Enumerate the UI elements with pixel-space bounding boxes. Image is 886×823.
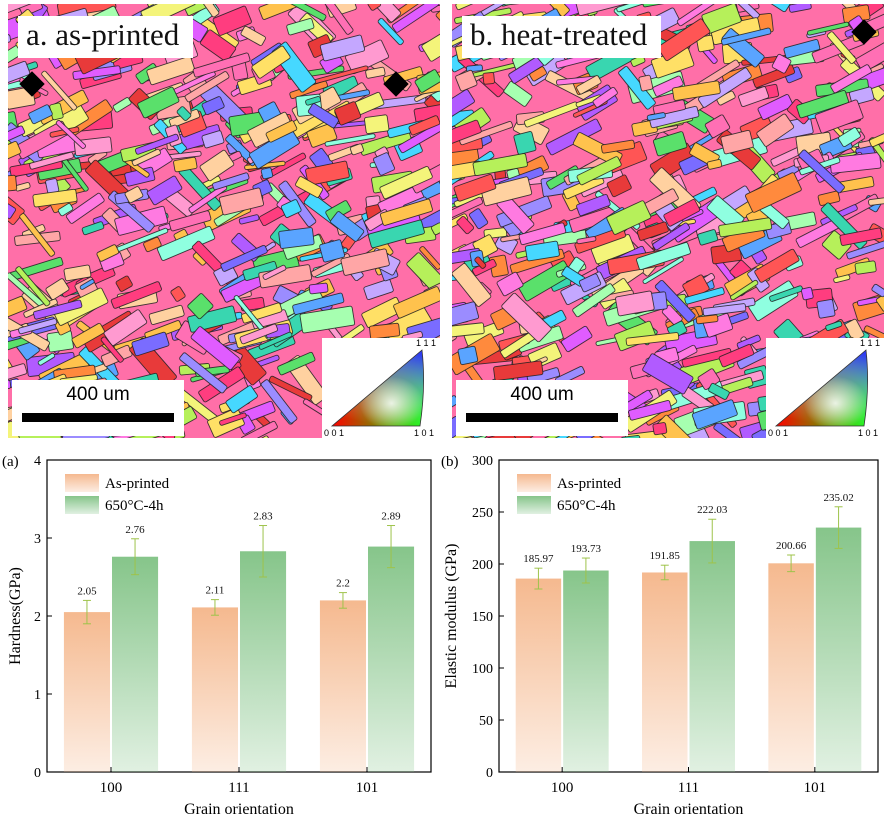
- grain-orientation-map: [8, 4, 440, 438]
- ipf-label-001: 0 0 1: [324, 428, 345, 438]
- y-tick-label: 3: [34, 532, 41, 547]
- map-label: b. heat-treated: [462, 16, 662, 59]
- legend-entry: As-printed: [105, 476, 170, 492]
- map-label: a. as-printed: [18, 16, 194, 59]
- x-tick-label: 111: [228, 780, 249, 796]
- scale-bar-label: 400 um: [66, 384, 130, 405]
- data-label: 222.03: [697, 504, 728, 516]
- ipf-label-101: 1 0 1: [413, 428, 434, 438]
- x-tick-label: 111: [678, 780, 699, 796]
- ipf-triangle-icon: [330, 349, 424, 427]
- x-tick-label: 101: [804, 780, 827, 796]
- scale-bar: 400 um: [12, 380, 184, 436]
- bar: [319, 600, 366, 772]
- y-tick-label: 4: [34, 454, 41, 469]
- ebsd-map-heat-treated: b. heat-treated 400 um 1 1 1 0 0 1 1 0 1: [452, 4, 884, 438]
- panel-label: (b): [441, 454, 459, 470]
- x-tick-label: 101: [356, 780, 379, 796]
- data-label: 2.83: [253, 511, 273, 523]
- ipf-label-111: 1 1 1: [859, 338, 880, 348]
- x-tick-label: 100: [551, 780, 574, 796]
- ipf-color-key: 1 1 1 0 0 1 1 0 1: [322, 338, 440, 438]
- bar: [642, 572, 688, 772]
- scale-bar-line: [22, 413, 174, 422]
- legend-swatch: [517, 496, 551, 514]
- bar: [563, 570, 609, 772]
- ipf-label-101: 1 0 1: [857, 428, 878, 438]
- y-tick-label: 0: [34, 766, 41, 781]
- panel-label: (a): [2, 454, 19, 470]
- ipf-label-111: 1 1 1: [415, 338, 436, 348]
- data-label: 2.2: [336, 578, 350, 590]
- bar: [240, 551, 287, 772]
- y-tick-label: 300: [472, 454, 493, 469]
- scale-bar-label: 400 um: [510, 384, 574, 405]
- data-label: 185.97: [523, 553, 554, 565]
- legend-entry: 650°C-4h: [105, 498, 164, 514]
- data-label: 2.76: [125, 524, 145, 536]
- data-label: 2.05: [77, 585, 97, 597]
- bar: [112, 556, 159, 772]
- ebsd-map-as-printed: a. as-printed 400 um 1 1 1 0 0 1 1 0 1: [8, 4, 440, 438]
- legend-swatch: [65, 474, 99, 492]
- x-tick-label: 100: [100, 780, 123, 796]
- data-label: 235.02: [823, 492, 853, 504]
- legend-entry: 650°C-4h: [557, 498, 616, 514]
- elastic-modulus-chart: (b) 0 50 100 150 200 250 300 100 185.97 193.73 111 1…: [440, 446, 886, 823]
- y-tick-label: 100: [472, 662, 493, 677]
- y-tick-label: 2: [34, 610, 41, 625]
- y-axis-label: Elastic modulus (GPa): [443, 544, 460, 689]
- ipf-label-001: 0 0 1: [768, 428, 789, 438]
- y-tick-label: 150: [472, 610, 493, 625]
- scale-bar: 400 um: [456, 380, 628, 436]
- bar: [815, 527, 862, 772]
- x-axis-label: Grain orientation: [634, 801, 744, 818]
- data-label: 193.73: [571, 543, 602, 555]
- elastic-modulus-bar-chart: (b) 0 50 100 150 200 250 300 100 185.97 193.73 111 1…: [441, 454, 879, 818]
- legend-swatch: [517, 474, 551, 492]
- ipf-triangle-icon: [774, 349, 868, 427]
- y-tick-label: 250: [472, 506, 493, 521]
- bar: [515, 578, 562, 772]
- x-axis-label: Grain orientation: [184, 801, 294, 818]
- bar: [768, 563, 814, 772]
- data-label: 2.11: [206, 585, 225, 597]
- y-axis-label: Hardness(GPa): [7, 567, 24, 665]
- y-tick-label: 200: [472, 558, 493, 573]
- hardness-bar-chart: (a) 0 1 2 3 4 100 2.05 2.76 111 2.11 2.83 101 2.2 2.89…: [2, 454, 432, 818]
- bar: [368, 546, 415, 772]
- y-tick-label: 0: [486, 766, 493, 781]
- bar: [191, 607, 238, 772]
- y-tick-label: 1: [34, 688, 41, 703]
- data-label: 2.89: [381, 511, 401, 523]
- legend-entry: As-printed: [557, 476, 622, 492]
- hardness-chart: (a) 0 1 2 3 4 100 2.05 2.76 111 2.11 2.83 101 2.2 2.89…: [0, 446, 440, 823]
- data-label: 200.66: [776, 540, 807, 552]
- y-tick-label: 50: [479, 714, 493, 729]
- bar: [689, 541, 735, 772]
- scale-bar-line: [466, 413, 618, 422]
- legend-swatch: [65, 496, 99, 514]
- data-label: 191.85: [650, 550, 681, 562]
- bar: [63, 612, 110, 772]
- ipf-color-key: 1 1 1 0 0 1 1 0 1: [766, 338, 884, 438]
